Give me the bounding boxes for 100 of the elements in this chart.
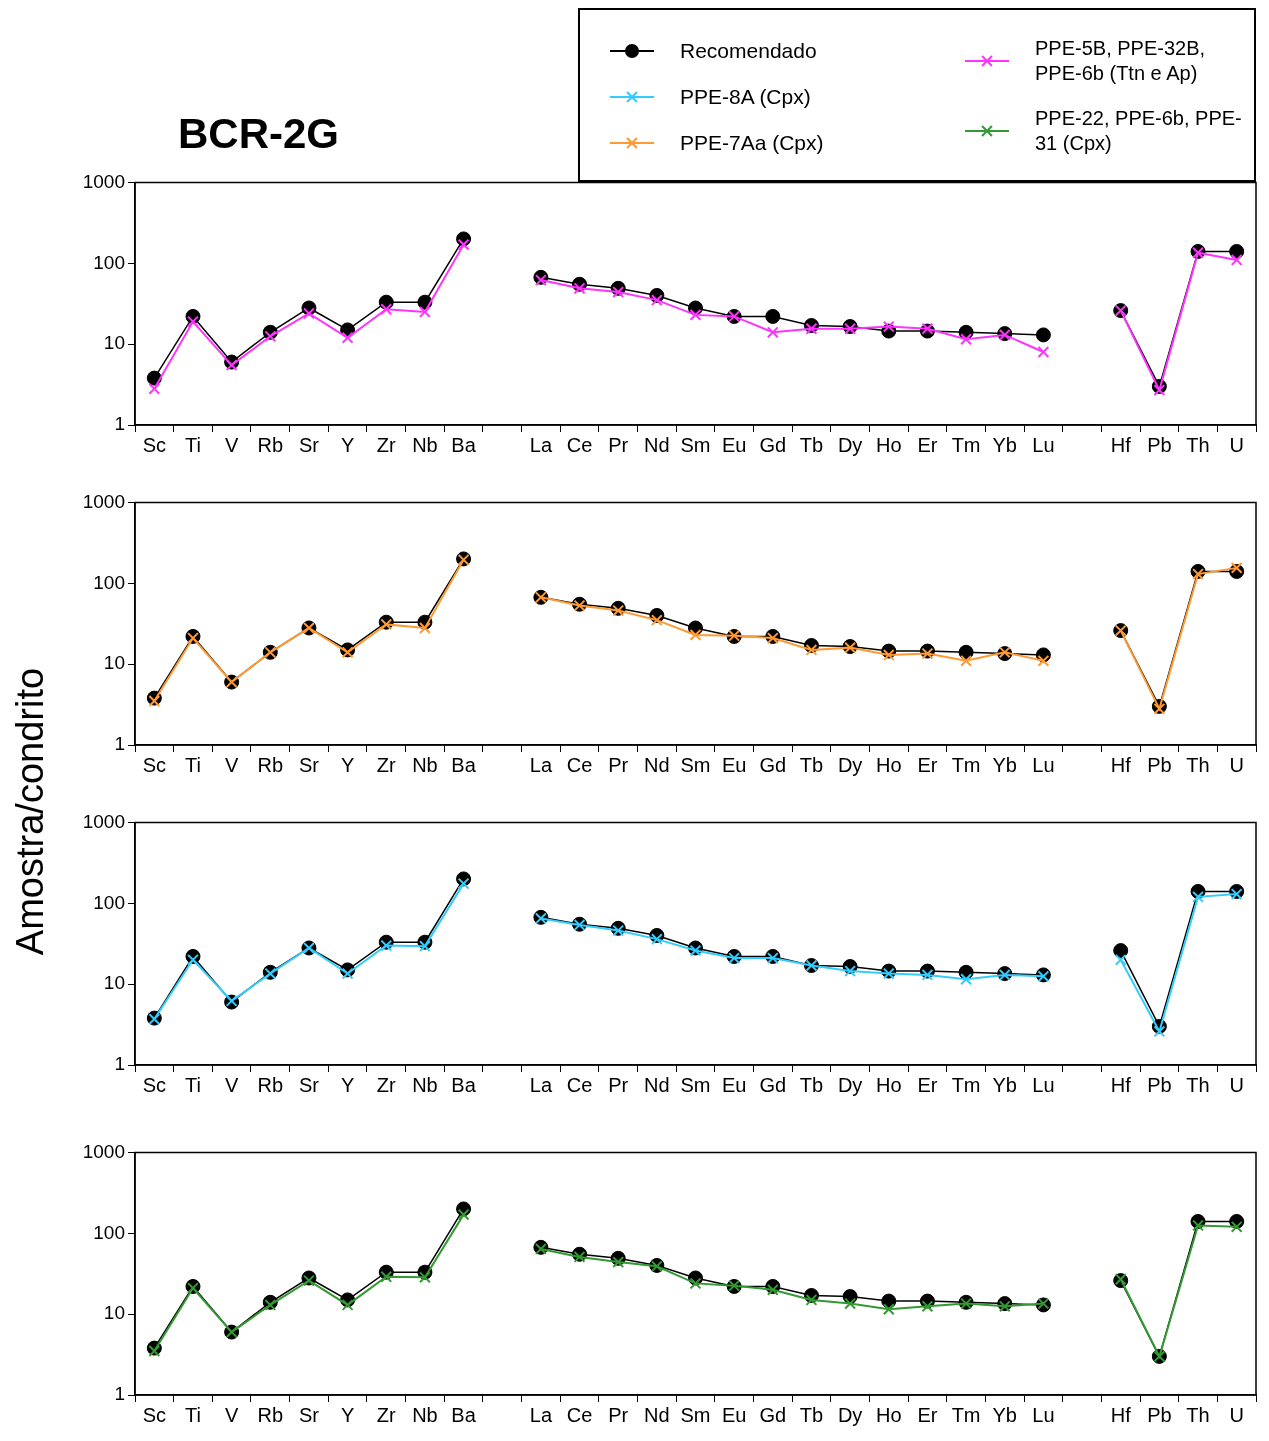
x-tick-label: Ho xyxy=(875,1403,902,1426)
x-tick-label: La xyxy=(529,753,553,776)
x-tick-label: Dy xyxy=(837,433,863,456)
x-tick-label: Pb xyxy=(1147,753,1172,776)
point xyxy=(766,632,779,645)
point xyxy=(534,274,547,287)
x-tick-label: V xyxy=(224,433,239,456)
point xyxy=(225,359,238,372)
point xyxy=(612,286,625,299)
point xyxy=(882,967,895,980)
x-tick-label: Eu xyxy=(721,753,747,776)
x-tick-label: Pr xyxy=(608,1073,629,1096)
x-tick-label: Gd xyxy=(759,1403,787,1426)
x-tick-label: Hf xyxy=(1110,753,1132,776)
x-tick-label: Th xyxy=(1186,1073,1210,1096)
point xyxy=(148,1345,161,1357)
x-tick-label: V xyxy=(224,1403,239,1426)
x-tick-label: Sm xyxy=(680,1073,711,1096)
x-tick-label: Sr xyxy=(298,1073,320,1096)
y-tick-label: 100 xyxy=(93,571,125,593)
x-tick-label: Eu xyxy=(721,1073,747,1096)
point xyxy=(1230,888,1243,900)
x-tick-label: Sc xyxy=(142,1403,166,1426)
x-tick-label: Yb xyxy=(992,433,1017,456)
point xyxy=(1037,654,1050,667)
point xyxy=(844,965,857,978)
point xyxy=(418,940,431,953)
point xyxy=(921,322,934,335)
point xyxy=(380,939,393,952)
point xyxy=(650,614,663,627)
point xyxy=(1230,561,1243,574)
x-tick-label: Nd xyxy=(644,433,670,456)
x-tick-label: V xyxy=(224,1073,239,1096)
y-tick-label: 100 xyxy=(93,251,125,273)
x-tick-label: Hf xyxy=(1110,1403,1132,1426)
point xyxy=(1153,384,1166,397)
x-tick-label: U xyxy=(1229,1403,1244,1426)
x-tick-label: Th xyxy=(1186,753,1210,776)
x-tick-label: Sc xyxy=(142,1073,166,1096)
x-tick-label: Ho xyxy=(875,753,902,776)
legend-label: PPE-7Aa (Cpx) xyxy=(680,130,824,155)
point xyxy=(418,1271,431,1284)
x-tick-label: Sm xyxy=(680,1403,711,1426)
legend-label: PPE-8A (Cpx) xyxy=(680,84,811,109)
x-tick-label: Y xyxy=(340,753,355,776)
point xyxy=(1153,702,1166,715)
x-tick-label: Ba xyxy=(451,753,477,776)
x-tick-label: Sc xyxy=(142,753,166,776)
point xyxy=(380,618,393,631)
x-tick-label: Hf xyxy=(1110,1073,1132,1096)
x-tick-label: U xyxy=(1229,433,1244,456)
point xyxy=(805,1293,818,1306)
point xyxy=(844,1297,857,1310)
x-tick-label: Tm xyxy=(951,1403,981,1426)
point xyxy=(303,1274,315,1287)
point xyxy=(1192,1219,1204,1232)
x-tick-label: Tb xyxy=(799,1403,824,1426)
point xyxy=(689,308,702,321)
x-tick-label: Th xyxy=(1186,433,1210,456)
y-tick-label: 1 xyxy=(114,1053,125,1075)
x-tick-label: Eu xyxy=(721,1403,747,1426)
x-tick-label: Rb xyxy=(257,1073,284,1096)
x-tick-label: La xyxy=(529,1073,553,1096)
point xyxy=(418,306,431,318)
x-tick-label: Ce xyxy=(566,753,593,776)
y-tick-label: 1 xyxy=(114,413,125,435)
x-tick-label: Ba xyxy=(451,1073,477,1096)
point xyxy=(882,648,895,661)
point xyxy=(960,333,973,346)
x-tick-label: Nd xyxy=(644,1403,670,1426)
x-tick-label: Pb xyxy=(1147,1403,1172,1426)
x-tick-label: Rb xyxy=(257,433,284,456)
y-tick-label: 1000 xyxy=(82,810,125,832)
x-tick-label: Rb xyxy=(257,1403,284,1426)
x-tick-label: Yb xyxy=(992,1073,1017,1096)
x-tick-label: Ti xyxy=(185,433,201,456)
point xyxy=(1114,953,1127,966)
x-tick-label: Zr xyxy=(376,433,397,456)
point xyxy=(766,952,779,965)
point xyxy=(187,1282,199,1295)
point xyxy=(650,294,663,307)
x-tick-label: Ti xyxy=(185,753,201,776)
x-tick-label: Y xyxy=(340,433,355,456)
x-tick-label: La xyxy=(529,433,553,456)
y-tick-label: 10 xyxy=(103,332,125,354)
x-tick-label: Yb xyxy=(992,753,1017,776)
point xyxy=(303,307,315,320)
x-tick-label: Tb xyxy=(799,753,824,776)
point xyxy=(1230,1220,1243,1233)
y-tick-label: 100 xyxy=(93,891,125,913)
x-tick-label: Lu xyxy=(1032,433,1055,456)
x-tick-label: Zr xyxy=(376,753,397,776)
x-tick-label: Ti xyxy=(185,1403,201,1426)
point xyxy=(457,238,470,251)
x-tick-label: Pb xyxy=(1147,433,1172,456)
point xyxy=(457,1208,470,1221)
point xyxy=(1192,890,1204,903)
y-tick-label: 10 xyxy=(103,1302,125,1324)
point xyxy=(148,382,161,395)
x-tick-label: Tb xyxy=(799,1073,824,1096)
